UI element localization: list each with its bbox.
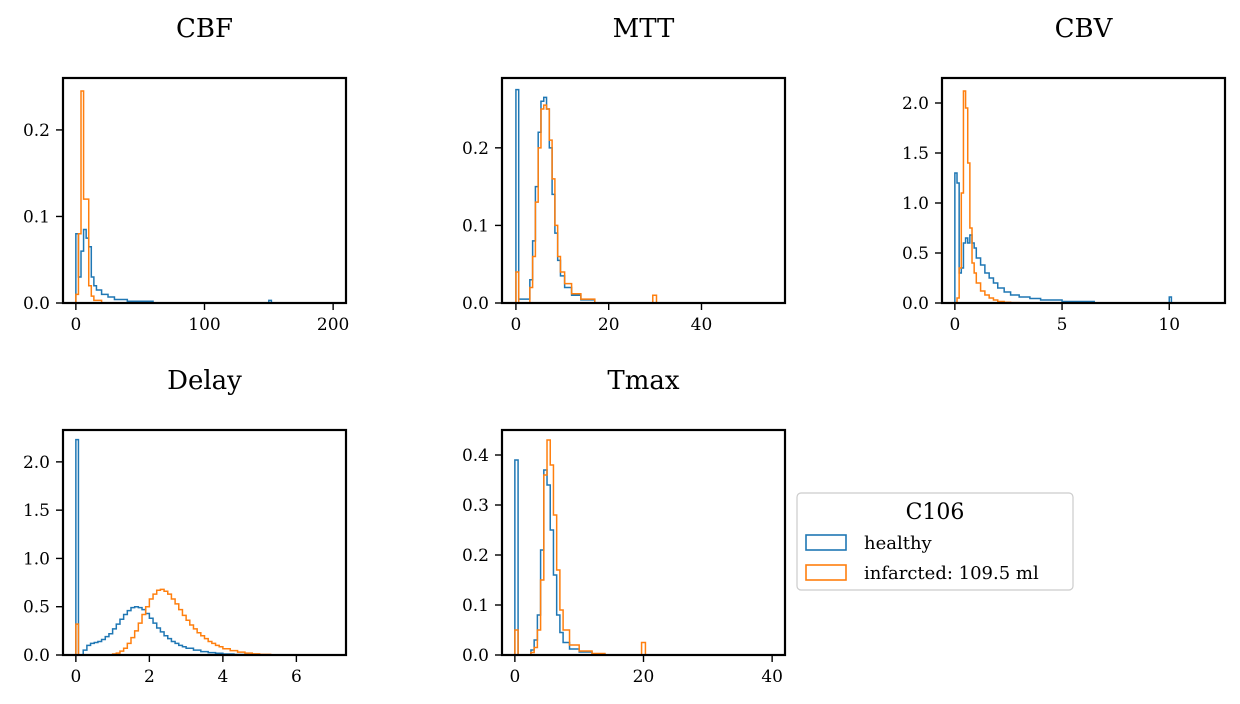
y-tick-label: 0.1 bbox=[462, 596, 489, 616]
panel-tmax: Tmax 0 20 40 0.0 0.1 0.2 0.3 0.4 bbox=[462, 366, 787, 687]
x-tick-label: 4 bbox=[217, 667, 228, 687]
x-tick-label: 40 bbox=[691, 315, 713, 335]
x-tick-label: 20 bbox=[633, 667, 655, 687]
x-tick-label: 0 bbox=[70, 667, 81, 687]
histogram-healthy-cbf bbox=[75, 228, 273, 303]
legend-title: C106 bbox=[906, 500, 965, 525]
histogram-healthy-cbv bbox=[954, 172, 1173, 303]
y-tick-label: 0.2 bbox=[462, 139, 489, 159]
panel-title-cbf: CBF bbox=[176, 14, 233, 44]
panel-delay: Delay 0 2 4 6 0.0 0.5 1.0 1.5 2.0 bbox=[23, 366, 348, 687]
axes-frame-cbv bbox=[940, 76, 1227, 305]
panel-title-cbv: CBV bbox=[1055, 14, 1114, 44]
y-tick-label: 0.0 bbox=[23, 294, 50, 314]
histogram-healthy-tmax bbox=[514, 459, 606, 655]
y-tick-label: 0.0 bbox=[462, 294, 489, 314]
legend-label-infarcted: infarcted: 109.5 ml bbox=[864, 563, 1039, 584]
y-tick-label: 1.0 bbox=[23, 549, 50, 569]
y-tick-label: 0.1 bbox=[23, 207, 50, 227]
x-tick-label: 100 bbox=[188, 315, 220, 335]
histogram-infarcted-cbf bbox=[75, 90, 103, 303]
y-tick-label: 0.0 bbox=[902, 294, 929, 314]
x-tick-label: 0 bbox=[509, 667, 520, 687]
panel-title-mtt: MTT bbox=[613, 14, 675, 44]
x-tick-label: 6 bbox=[291, 667, 302, 687]
axes-frame-cbf bbox=[61, 76, 348, 305]
y-tick-label: 0.5 bbox=[902, 244, 929, 264]
y-tick-label: 2.0 bbox=[902, 94, 929, 114]
panel-title-delay: Delay bbox=[167, 366, 242, 396]
y-tick-label: 1.5 bbox=[902, 144, 929, 164]
x-tick-label: 40 bbox=[761, 667, 783, 687]
y-tick-label: 0.2 bbox=[23, 121, 50, 141]
x-tick-label: 20 bbox=[598, 315, 620, 335]
y-tick-label: 1.0 bbox=[902, 194, 929, 214]
y-tick-label: 0.2 bbox=[462, 546, 489, 566]
x-tick-label: 0 bbox=[949, 315, 960, 335]
panel-cbf: CBF 0 100 200 0.0 0.1 0.2 bbox=[23, 14, 349, 335]
y-tick-label: 2.0 bbox=[23, 453, 50, 473]
y-tick-label: 0.4 bbox=[462, 446, 489, 466]
legend-label-healthy: healthy bbox=[864, 533, 933, 554]
x-tick-label: 200 bbox=[317, 315, 349, 335]
y-tick-label: 0.0 bbox=[23, 646, 50, 666]
histogram-infarcted-delay bbox=[75, 588, 272, 655]
histogram-infarcted-tmax bbox=[514, 439, 647, 655]
legend-frame bbox=[796, 492, 1074, 591]
x-tick-label: 0 bbox=[511, 315, 522, 335]
x-tick-label: 2 bbox=[144, 667, 155, 687]
panel-title-tmax: Tmax bbox=[607, 366, 679, 396]
legend-swatch-healthy bbox=[805, 534, 847, 551]
x-tick-label: 10 bbox=[1158, 315, 1180, 335]
x-tick-label: 5 bbox=[1057, 315, 1068, 335]
y-tick-label: 0.0 bbox=[462, 646, 489, 666]
panel-cbv: CBV 0 5 10 0.0 0.5 1.0 1.5 2.0 bbox=[902, 14, 1227, 335]
legend-swatch-infarcted bbox=[805, 564, 847, 581]
axes-frame-mtt bbox=[500, 76, 787, 305]
histogram-healthy-delay bbox=[75, 438, 250, 655]
y-tick-label: 1.5 bbox=[23, 501, 50, 521]
y-tick-label: 0.1 bbox=[462, 216, 489, 236]
x-tick-label: 0 bbox=[70, 315, 81, 335]
panel-mtt: MTT 0 20 40 0.0 0.1 0.2 bbox=[462, 14, 787, 335]
axes-frame-delay bbox=[61, 428, 348, 657]
y-tick-label: 0.5 bbox=[23, 598, 50, 618]
legend: C106 healthy infarcted: 109.5 ml bbox=[796, 492, 1074, 591]
y-tick-label: 0.3 bbox=[462, 496, 489, 516]
histogram-infarcted-cbv bbox=[954, 90, 1020, 303]
histogram-infarcted-mtt bbox=[515, 104, 658, 303]
